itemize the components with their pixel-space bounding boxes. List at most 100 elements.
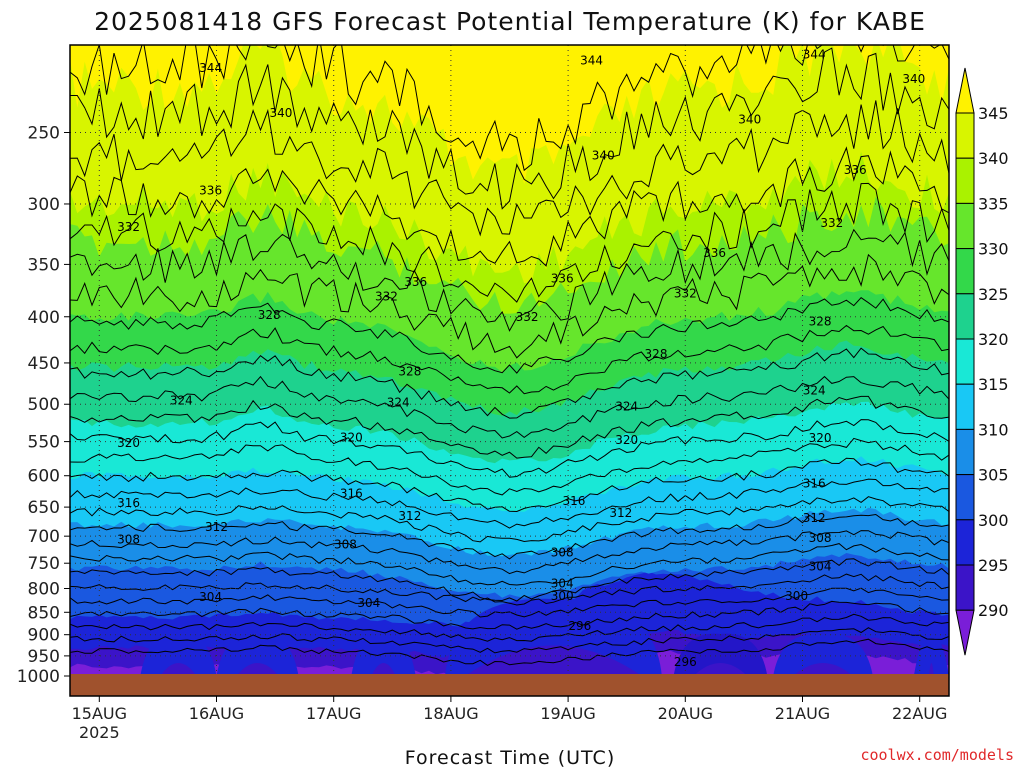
cold-pool-core — [465, 645, 642, 676]
contour-line — [70, 228, 949, 332]
temperature-bands — [70, 45, 949, 696]
contour-line — [70, 613, 949, 642]
contour-line — [70, 419, 949, 478]
y-tick-label: 300 — [28, 195, 60, 215]
contour-label: 324 — [615, 400, 638, 414]
colorbar-swatch — [955, 519, 975, 566]
cold-pool-core — [693, 663, 748, 676]
contour-label: 340 — [902, 72, 925, 86]
y-tick-label: 500 — [28, 395, 60, 415]
x-tick-label: 19AUG — [540, 704, 595, 723]
colorbar-label: 300 — [978, 511, 1009, 530]
contour-label: 296 — [568, 619, 591, 633]
contour-label: 332 — [375, 290, 398, 304]
colorbar-swatch — [955, 564, 975, 611]
contour-label: 312 — [609, 506, 632, 520]
contour-line — [70, 558, 949, 602]
contour-label: 336 — [551, 272, 574, 286]
contour-line — [70, 395, 949, 459]
contour-label: 312 — [803, 511, 826, 525]
contour-label: 316 — [117, 496, 140, 510]
x-tick-sublabel: 2025 — [79, 723, 120, 742]
y-tick-label: 1000 — [17, 667, 60, 687]
cold-pool — [351, 633, 416, 676]
colorbar-legend: 345 340 335 330 325 320 315 310 305 300 295 290 — [955, 67, 1009, 656]
contour-label: 336 — [844, 163, 867, 177]
x-tick-label: 20AUG — [658, 704, 713, 723]
contour-label: 336 — [199, 184, 222, 198]
cold-pool — [216, 633, 299, 676]
colorbar-label: 340 — [978, 149, 1009, 168]
colorbar-label: 330 — [978, 240, 1009, 259]
contour-label: 344 — [199, 61, 222, 75]
contour-label: 308 — [551, 546, 574, 560]
contour-label: 312 — [205, 520, 228, 534]
y-tick-label: 850 — [28, 603, 60, 623]
colorbar-label: 335 — [978, 194, 1009, 213]
colorbar-arrow-bottom — [955, 609, 975, 656]
contour-label: 304 — [809, 559, 832, 573]
cold-pool — [673, 633, 768, 676]
contour-label: 304 — [199, 590, 222, 604]
colorbar-label: 320 — [978, 330, 1009, 349]
cold-pool-core — [160, 663, 197, 676]
cold-pool — [140, 633, 217, 676]
colorbar-label: 290 — [978, 601, 1009, 620]
contour-label: 320 — [340, 430, 363, 444]
x-tick-label: 21AUG — [775, 704, 830, 723]
band-345 — [70, 45, 949, 185]
contour-label: 308 — [117, 533, 140, 547]
y-tick-label: 600 — [28, 467, 60, 487]
contour-labels: 344 344 344 340 340 340 340 336 336 336 336 336 332 3… — [117, 48, 925, 669]
x-tick-label: 15AUG — [72, 704, 127, 723]
contour-label: 332 — [674, 287, 697, 301]
contour-label: 320 — [809, 431, 832, 445]
contour-label: 332 — [516, 310, 539, 324]
colorbar-swatch — [955, 428, 975, 476]
y-tick-label: 350 — [28, 255, 60, 275]
cold-pool — [913, 633, 949, 676]
x-axis-title: Forecast Time (UTC) — [405, 747, 615, 768]
contour-label: 300 — [551, 589, 574, 603]
colorbar-swatch — [955, 293, 975, 340]
cold-pool-core — [371, 663, 396, 676]
colorbar-label: 305 — [978, 466, 1009, 485]
contour-label: 320 — [117, 436, 140, 450]
grid-lines — [70, 45, 949, 696]
contour-line — [70, 457, 949, 513]
colorbar-label: 315 — [978, 375, 1009, 394]
contour-label: 340 — [592, 148, 615, 162]
contour-label: 344 — [580, 53, 603, 67]
contour-label: 304 — [357, 596, 380, 610]
contour-label: 324 — [803, 384, 826, 398]
colorbar-label: 295 — [978, 556, 1009, 575]
contour-label: 308 — [809, 531, 832, 545]
contour-label: 316 — [803, 476, 826, 490]
colorbar-label: 310 — [978, 420, 1009, 439]
band-340 — [70, 45, 949, 284]
contour-lines — [70, 45, 949, 666]
colorbar-swatch — [955, 338, 975, 385]
ground-surface — [70, 674, 949, 696]
colorbar-label: 345 — [978, 104, 1009, 123]
x-tick-label: 18AUG — [423, 704, 478, 723]
colorbar-arrow-top — [955, 67, 975, 114]
contour-line — [70, 478, 949, 529]
x-tick-label: 16AUG — [189, 704, 244, 723]
colorbar-swatch — [955, 202, 975, 250]
y-tick-label: 250 — [28, 123, 60, 143]
contour-label: 340 — [738, 113, 761, 127]
contour-label: 336 — [703, 246, 726, 260]
cold-pool — [445, 598, 662, 676]
contour-line — [70, 587, 949, 618]
contour-label: 332 — [820, 216, 843, 230]
x-tick-label: 22AUG — [892, 704, 947, 723]
y-tick-label: 650 — [28, 498, 60, 518]
y-tick-label: 450 — [28, 354, 60, 374]
contour-label: 344 — [803, 48, 826, 62]
colorbar-label: 325 — [978, 285, 1009, 304]
contour-label: 300 — [785, 589, 808, 603]
cold-pool-core — [929, 663, 934, 676]
colorbar-swatch — [955, 474, 975, 521]
